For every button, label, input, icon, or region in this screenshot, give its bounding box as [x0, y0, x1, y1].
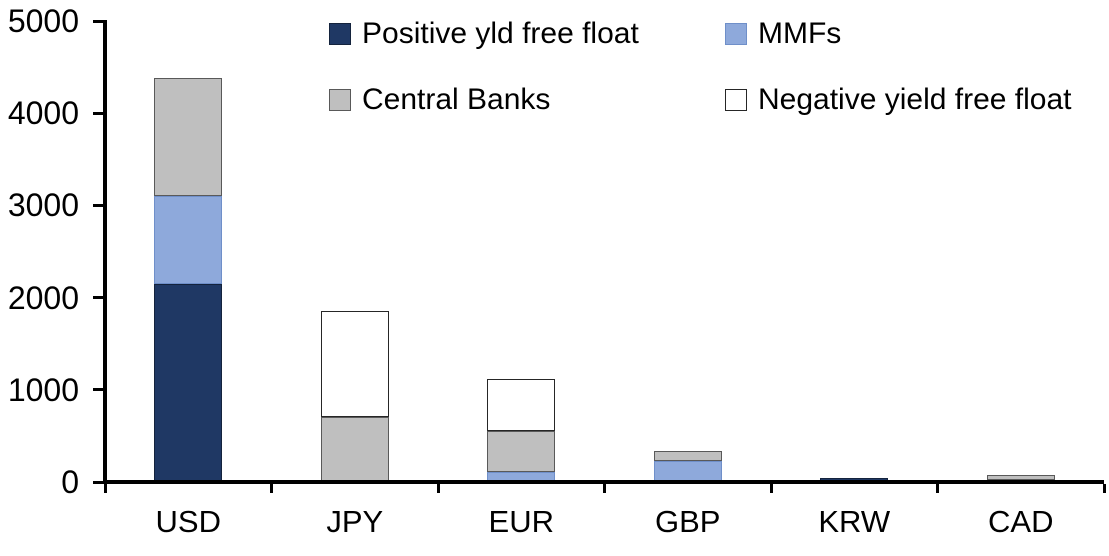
legend-label-negative-yield-free-float: Negative yield free float	[758, 83, 1072, 116]
legend-swatch-central-banks	[329, 89, 351, 111]
x-axis-label-usd: USD	[155, 504, 221, 539]
legend-label-mmfs: MMFs	[758, 17, 842, 50]
x-tick-6	[1102, 484, 1106, 493]
bar-usd-segment-mmfs	[154, 196, 223, 284]
y-tick-label-5000: 5000	[7, 3, 79, 39]
x-tick-5	[936, 484, 939, 493]
y-tick-label-2000: 2000	[7, 279, 79, 316]
y-tick-label-1000: 1000	[7, 371, 79, 408]
bar-usd-segment-central-banks	[154, 78, 223, 197]
bar-jpy-segment-central-banks	[320, 416, 389, 482]
y-tick-5000	[93, 19, 103, 23]
legend-label-central-banks: Central Banks	[362, 83, 551, 116]
x-axis-label-jpy: JPY	[326, 504, 384, 539]
y-tick-3000	[93, 203, 103, 207]
x-axis-label-gbp: GBP	[655, 504, 721, 539]
x-tick-1	[270, 484, 273, 493]
legend-item-central-banks: Central Banks	[329, 85, 550, 115]
x-axis-label-cad: CAD	[988, 504, 1054, 539]
bar-usd-segment-positive-yld-free-float	[154, 283, 223, 482]
x-axis-label-eur: EUR	[488, 504, 554, 539]
bar-gbp-segment-mmfs	[653, 460, 722, 482]
bar-cad-segment-central-banks	[986, 475, 1055, 480]
legend-swatch-positive-yld-free-float	[329, 23, 351, 45]
y-tick-2000	[93, 296, 103, 300]
bar-eur-segment-negative-yield-free-float	[487, 378, 556, 432]
x-tick-4	[769, 484, 773, 493]
y-tick-label-3000: 3000	[7, 187, 79, 224]
legend-label-positive-yld-free-float: Positive yld free float	[362, 17, 639, 50]
bar-eur-segment-central-banks	[487, 431, 556, 472]
legend-item-mmfs: MMFs	[725, 19, 841, 49]
legend-swatch-mmfs	[725, 23, 747, 45]
y-tick-4000	[93, 111, 103, 115]
bar-jpy-segment-negative-yield-free-float	[320, 311, 389, 417]
x-axis-line	[103, 480, 1104, 484]
y-tick-1000	[93, 388, 103, 392]
x-tick-2	[436, 484, 440, 493]
x-axis-label-krw: KRW	[818, 504, 891, 539]
legend-item-negative-yield-free-float: Negative yield free float	[725, 85, 1072, 115]
x-tick-0	[103, 484, 107, 493]
y-tick-label-4000: 4000	[7, 95, 79, 132]
y-tick-label-0: 0	[61, 464, 79, 500]
legend-item-positive-yld-free-float: Positive yld free float	[329, 19, 639, 49]
y-axis-line	[103, 20, 107, 484]
legend-swatch-negative-yield-free-float	[725, 89, 747, 111]
y-tick-0	[93, 480, 103, 484]
bar-gbp-segment-central-banks	[653, 450, 722, 461]
x-tick-3	[603, 484, 606, 493]
